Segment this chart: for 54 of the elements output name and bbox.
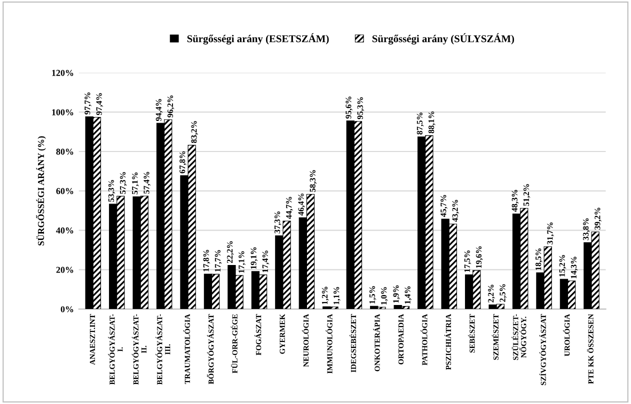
data-label: 17,4% (262, 250, 270, 272)
data-label: 17,5% (464, 250, 472, 272)
data-label: 87,5% (416, 112, 424, 134)
legend-label: Sürgősségi arány (SÚLYSZÁM) (372, 33, 514, 44)
data-label: 15,2% (559, 255, 566, 276)
data-label: 96,2% (167, 95, 174, 118)
data-label: 46,4% (298, 194, 306, 216)
data-label: 22,2% (226, 241, 234, 264)
data-label: 51,2% (523, 184, 530, 206)
data-label: 58,3% (310, 170, 317, 192)
data-label: 44,7% (286, 196, 293, 219)
y-tick-label: 80% (56, 148, 74, 155)
data-label: 33,8% (583, 218, 590, 240)
data-label: 31,7% (547, 222, 554, 244)
y-tick-label: 20% (56, 266, 74, 273)
data-label: 57,1% (132, 172, 139, 194)
data-label: 45,7% (440, 194, 448, 217)
data-label: 37,3% (274, 211, 282, 234)
data-label: 1,2% (322, 286, 329, 304)
data-label: 1,1% (334, 286, 340, 304)
data-label: 94,4% (156, 99, 163, 121)
data-label: 1,4% (404, 286, 412, 304)
data-label: 83,2% (191, 121, 198, 143)
data-label: 19,1% (250, 247, 258, 269)
y-tick-label: 40% (56, 227, 74, 234)
data-label: 17,1% (238, 251, 246, 273)
data-label: 57,3% (120, 172, 127, 194)
data-label: 97,4% (96, 93, 104, 116)
data-label: 95,6% (346, 96, 352, 119)
data-label: 48,3% (512, 190, 519, 212)
data-label: 53,3% (108, 180, 116, 202)
data-label: 67,8% (180, 151, 186, 174)
data-label: 19,6% (476, 246, 483, 268)
data-label: 2,5% (500, 284, 507, 302)
data-label: 88,1% (428, 111, 436, 134)
y-axis-title: SÜRGŐSSÉGI ARÁNY (%) (36, 136, 46, 246)
data-label: 57,4% (144, 172, 151, 194)
data-label: 39,2% (594, 208, 602, 230)
data-label: 1,9% (393, 285, 400, 303)
y-tick-label: 100% (52, 109, 74, 116)
data-label: 17,8% (203, 250, 210, 272)
data-label: 1,0% (381, 287, 388, 304)
data-label: 43,2% (452, 200, 460, 222)
data-label: 18,5% (536, 248, 542, 270)
data-label: 2,2% (488, 284, 495, 302)
data-label: 14,3% (570, 256, 578, 278)
data-label: 17,7% (214, 250, 222, 272)
legend-label: Sürgősségi arány (ESETSZÁM) (187, 33, 329, 44)
y-tick-label: 120% (52, 70, 74, 76)
data-label: 1,5% (369, 286, 376, 304)
data-label: 97,7% (84, 92, 92, 114)
y-tick-label: 0% (60, 306, 74, 312)
data-label: 95,3% (357, 97, 364, 120)
y-tick-label: 60% (56, 188, 74, 194)
